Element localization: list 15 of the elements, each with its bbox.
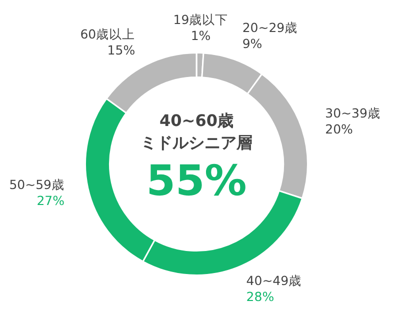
data-label: 1% xyxy=(190,28,211,44)
data-label: 28% xyxy=(246,289,274,304)
slice-label: 30~39歳 xyxy=(325,105,380,120)
text: 40~60歳 xyxy=(160,111,234,130)
slice-label: 40~49歳 xyxy=(246,273,302,288)
data-label: 9% xyxy=(242,36,262,51)
slice-label: 19歳以下 xyxy=(173,12,228,28)
slice-label: 60歳以上 xyxy=(80,26,136,42)
data-label: 15% xyxy=(107,42,136,58)
data-label: 27% xyxy=(36,192,65,208)
slice-label: 50~59歳 xyxy=(9,176,65,192)
text: ミドルシニア層 xyxy=(140,133,252,152)
slice-label: 20~29歳 xyxy=(242,20,298,35)
text: 55% xyxy=(146,156,247,205)
data-label: 20% xyxy=(325,121,354,136)
